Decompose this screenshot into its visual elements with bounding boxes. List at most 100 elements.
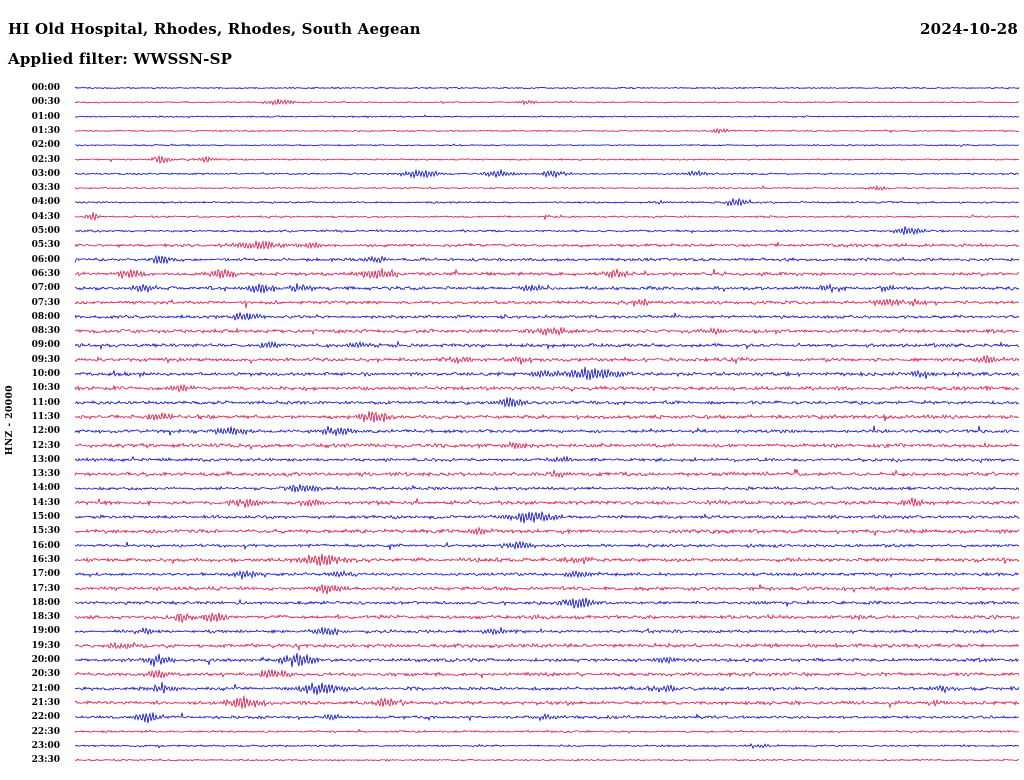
trace-row-1230 xyxy=(74,440,1020,450)
time-label: 02:00 xyxy=(31,140,60,151)
time-label: 20:00 xyxy=(31,655,60,665)
time-label: 04:30 xyxy=(31,211,60,222)
trace-row-0430 xyxy=(74,212,1020,222)
trace-row-1900 xyxy=(74,626,1020,637)
time-label: 23:30 xyxy=(31,755,60,766)
trace-row-1200 xyxy=(74,425,1020,436)
trace-row-1930 xyxy=(74,641,1020,651)
time-label: 14:30 xyxy=(31,497,60,508)
trace-row-1730 xyxy=(74,584,1020,595)
trace-row-1330 xyxy=(74,468,1020,479)
date-label: 2024-10-28 xyxy=(920,20,1018,38)
time-label: 07:30 xyxy=(31,297,60,308)
trace-row-2030 xyxy=(74,668,1020,680)
time-label: 21:30 xyxy=(31,697,60,708)
time-label: 15:30 xyxy=(31,526,60,537)
time-label: 12:30 xyxy=(31,440,60,451)
time-label: 17:00 xyxy=(31,569,60,580)
trace-row-1630 xyxy=(74,553,1020,567)
time-label: 18:30 xyxy=(31,612,60,623)
time-label: 16:30 xyxy=(31,554,60,565)
trace-row-1130 xyxy=(74,411,1020,423)
time-label: 13:00 xyxy=(31,454,60,465)
time-label: 06:30 xyxy=(31,268,60,279)
trace-row-0400 xyxy=(74,197,1020,207)
trace-row-0200 xyxy=(74,143,1020,147)
time-label: 00:30 xyxy=(31,97,60,108)
trace-row-1430 xyxy=(74,497,1020,508)
time-label: 20:30 xyxy=(31,669,60,680)
trace-row-0500 xyxy=(74,226,1020,236)
trace-row-2000 xyxy=(74,652,1020,668)
trace-row-1100 xyxy=(74,397,1020,408)
time-label: 08:00 xyxy=(31,311,60,322)
trace-row-0900 xyxy=(74,340,1020,351)
time-label: 17:30 xyxy=(31,583,60,594)
time-label: 13:30 xyxy=(31,469,60,480)
trace-row-1600 xyxy=(74,540,1020,551)
time-label: 16:00 xyxy=(31,540,60,551)
trace-row-2100 xyxy=(74,682,1020,696)
trace-row-0830 xyxy=(75,326,1020,337)
time-label: 12:00 xyxy=(31,426,60,437)
trace-row-0130 xyxy=(74,127,1020,135)
time-label: 07:00 xyxy=(31,283,60,294)
trace-row-0630 xyxy=(74,268,1020,280)
time-label: 11:30 xyxy=(31,411,60,422)
trace-row-0730 xyxy=(74,298,1020,309)
time-label: 18:00 xyxy=(31,597,60,608)
trace-row-0600 xyxy=(74,254,1020,265)
page-title: HI Old Hospital, Rhodes, Rhodes, South A… xyxy=(8,20,421,38)
trace-row-1000 xyxy=(74,366,1020,381)
trace-row-1500 xyxy=(74,511,1020,524)
trace-row-1030 xyxy=(74,383,1020,393)
trace-row-0930 xyxy=(74,354,1020,365)
time-label: 01:00 xyxy=(31,111,60,122)
trace-row-0700 xyxy=(74,282,1020,294)
time-label: 11:00 xyxy=(31,397,60,408)
trace-row-0530 xyxy=(74,240,1020,250)
trace-row-0230 xyxy=(74,154,1020,165)
time-label: 09:00 xyxy=(31,340,60,351)
time-label: 03:00 xyxy=(31,168,60,179)
time-label: 05:00 xyxy=(31,226,60,236)
trace-row-1800 xyxy=(74,597,1020,609)
trace-row-0800 xyxy=(74,311,1020,321)
trace-row-1400 xyxy=(74,484,1020,493)
time-label: 10:00 xyxy=(31,369,60,379)
time-label: 23:00 xyxy=(31,740,60,751)
time-label: 09:30 xyxy=(31,354,60,365)
time-label: 08:30 xyxy=(31,326,60,337)
trace-row-1530 xyxy=(74,526,1020,537)
time-label: 01:30 xyxy=(31,125,60,136)
time-label: 14:00 xyxy=(31,483,60,494)
trace-row-0300 xyxy=(74,169,1020,179)
time-label: 10:30 xyxy=(31,383,60,394)
time-label: 15:00 xyxy=(31,512,60,522)
trace-row-1300 xyxy=(74,455,1020,464)
trace-row-2230 xyxy=(74,728,1020,734)
trace-row-2330 xyxy=(74,758,1020,762)
time-label: 19:00 xyxy=(31,626,60,637)
time-axis: 00:00 00:30 01:00 01:30 02:00 02:30 03:00 03:30… xyxy=(0,0,62,780)
time-label: 05:30 xyxy=(31,240,60,251)
time-label: 04:00 xyxy=(31,197,60,208)
trace-row-1830 xyxy=(74,612,1020,623)
trace-row-0000 xyxy=(74,86,1020,90)
time-label: 03:30 xyxy=(31,183,60,194)
trace-row-0030 xyxy=(74,98,1020,107)
time-label: 06:00 xyxy=(31,254,60,265)
trace-row-2200 xyxy=(74,712,1020,724)
time-label: 00:00 xyxy=(31,83,60,93)
time-label: 19:30 xyxy=(31,640,60,651)
trace-row-0100 xyxy=(74,114,1020,119)
trace-row-1700 xyxy=(74,569,1020,580)
time-label: 02:30 xyxy=(31,154,60,165)
time-label: 22:30 xyxy=(31,726,60,737)
trace-row-0330 xyxy=(74,184,1020,191)
time-label: 21:00 xyxy=(31,683,60,694)
trace-row-2130 xyxy=(74,695,1020,709)
trace-row-2300 xyxy=(74,743,1020,750)
time-label: 22:00 xyxy=(31,712,60,723)
